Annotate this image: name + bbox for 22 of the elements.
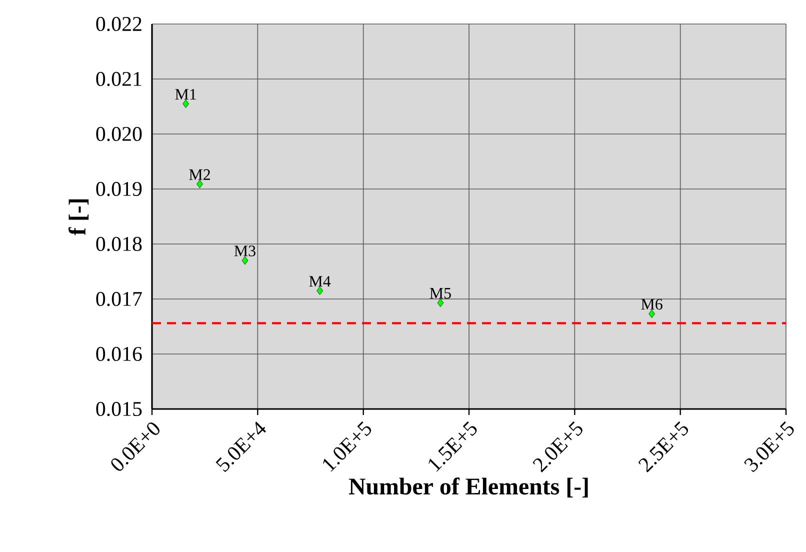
point	[196, 180, 204, 188]
y-tick-label: 0.015	[96, 402, 142, 416]
annotation: M2	[189, 169, 210, 180]
y-tick-label: 0.017	[96, 292, 142, 306]
annotation: M3	[234, 246, 256, 256]
y-axis-title: f [-]	[68, 199, 89, 236]
annotation: M6	[641, 298, 662, 310]
point	[316, 286, 324, 295]
y-tick-label: 0.022	[96, 16, 142, 32]
point	[648, 310, 656, 318]
point	[437, 298, 444, 308]
y-tick-label: 0.016	[96, 346, 142, 362]
annotation: M5	[430, 288, 451, 299]
y-tick-label: 0.018	[96, 236, 142, 252]
y-tick-label: 0.021	[96, 72, 142, 86]
point	[182, 100, 190, 108]
y-tick-label: 0.020	[96, 126, 142, 142]
x-axis-title: Number of Elements [-]	[348, 478, 588, 498]
point	[242, 256, 248, 265]
y-tick-label: 0.019	[96, 182, 142, 196]
annotation: M4	[309, 276, 331, 287]
annotation: M1	[175, 89, 196, 100]
